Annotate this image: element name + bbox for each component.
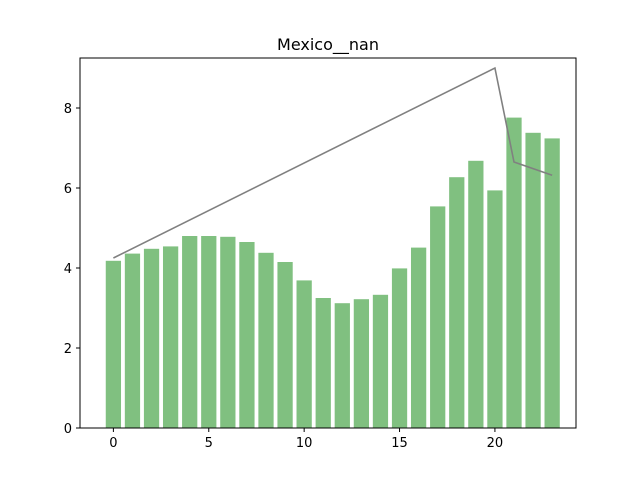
bar bbox=[124, 253, 141, 428]
y-axis-ticks: 0 2 4 6 8 bbox=[64, 102, 80, 437]
bar bbox=[239, 242, 255, 428]
bar bbox=[430, 206, 446, 428]
bar bbox=[449, 177, 465, 428]
x-tick-label: 20 bbox=[487, 436, 504, 451]
bar bbox=[487, 190, 503, 428]
x-tick-label: 0 bbox=[109, 436, 117, 451]
x-tick-label: 15 bbox=[391, 436, 408, 451]
bar bbox=[334, 303, 350, 428]
bar bbox=[525, 132, 541, 429]
bar bbox=[277, 262, 293, 428]
bar bbox=[105, 260, 122, 428]
bars-group bbox=[105, 117, 560, 429]
y-tick-label: 2 bbox=[64, 342, 72, 357]
bar bbox=[258, 252, 274, 428]
bar bbox=[468, 160, 484, 429]
y-tick-label: 0 bbox=[64, 422, 72, 437]
bar bbox=[296, 280, 312, 428]
y-tick-label: 4 bbox=[64, 262, 72, 277]
x-axis-ticks: 0 5 10 15 20 bbox=[109, 428, 503, 451]
bar bbox=[410, 247, 427, 428]
bar bbox=[391, 268, 408, 428]
x-tick-label: 10 bbox=[296, 436, 313, 451]
chart-title: Mexico__nan bbox=[277, 35, 379, 55]
bar bbox=[315, 298, 331, 428]
bar bbox=[353, 299, 370, 428]
bar bbox=[372, 294, 389, 428]
trend-line bbox=[113, 66, 553, 259]
bar bbox=[544, 138, 560, 428]
y-tick-label: 6 bbox=[64, 182, 72, 197]
plot-frame bbox=[79, 57, 577, 429]
trend-line-group bbox=[113, 66, 553, 259]
x-tick-label: 5 bbox=[205, 436, 213, 451]
bar bbox=[182, 236, 198, 428]
bar bbox=[201, 236, 217, 428]
bar bbox=[506, 117, 522, 428]
bar bbox=[162, 246, 179, 428]
bar bbox=[220, 236, 236, 428]
bar bbox=[143, 248, 160, 428]
y-tick-label: 8 bbox=[64, 102, 72, 117]
